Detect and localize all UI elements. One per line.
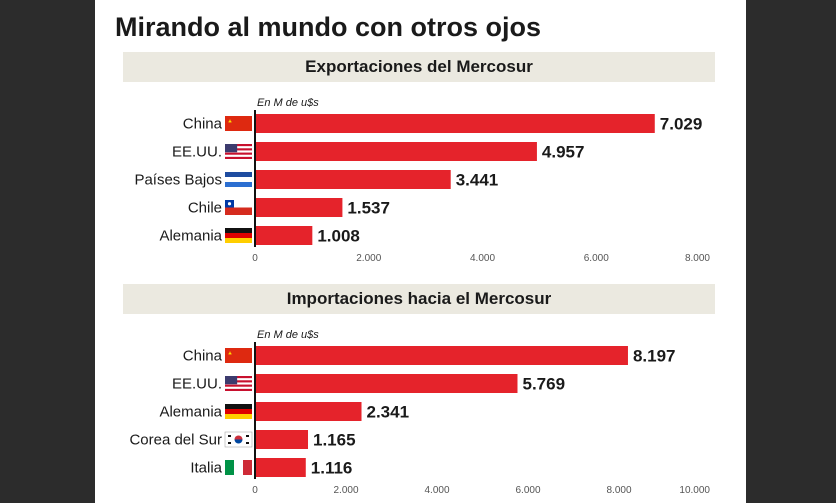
tick-label: 4.000 — [424, 485, 449, 496]
tick-label: 8.000 — [685, 253, 710, 264]
value-label: 2.341 — [367, 403, 410, 422]
bar — [255, 170, 451, 189]
category-label: Alemania — [159, 228, 222, 245]
germany-flag-icon — [225, 228, 252, 243]
tick-label: 8.000 — [606, 485, 631, 496]
value-label: 1.537 — [347, 199, 390, 218]
china-flag-icon — [225, 348, 252, 363]
bar — [255, 402, 362, 421]
value-label: 1.008 — [317, 227, 360, 246]
tick-label: 0 — [252, 253, 258, 264]
tick-label: 4.000 — [470, 253, 495, 264]
category-label: Países Bajos — [134, 172, 222, 189]
chile-flag-icon — [225, 200, 252, 215]
infographic-page: Mirando al mundo con otros ojos Exportac… — [95, 0, 746, 503]
value-label: 7.029 — [660, 115, 703, 134]
bar — [255, 430, 309, 449]
unit-label: En M de u$s — [257, 329, 319, 341]
category-label: Corea del Sur — [129, 432, 222, 449]
bar — [255, 346, 628, 365]
tick-label: 2.000 — [333, 485, 358, 496]
category-label: EE.UU. — [172, 144, 222, 161]
category-label: Italia — [190, 460, 222, 477]
china-flag-icon — [225, 116, 252, 131]
bar — [255, 142, 537, 161]
imports-bar-chart: En M de u$s China 8.197 EE.UU. 5.769 Alemania… — [129, 329, 710, 496]
bar — [255, 114, 655, 133]
germany-flag-icon — [225, 404, 252, 419]
tick-label: 2.000 — [356, 253, 381, 264]
tick-label: 6.000 — [584, 253, 609, 264]
bar — [255, 226, 313, 245]
value-label: 3.441 — [456, 171, 499, 190]
category-label: China — [183, 116, 223, 133]
value-label: 8.197 — [633, 347, 676, 366]
tick-label: 0 — [252, 485, 258, 496]
exports-bar-chart: En M de u$s China 7.029 EE.UU. 4.957 Países B… — [134, 97, 710, 264]
tick-label: 6.000 — [515, 485, 540, 496]
unit-label: En M de u$s — [257, 97, 319, 109]
category-label: China — [183, 348, 223, 365]
main-title: Mirando al mundo con otros ojos — [115, 12, 542, 42]
bar — [255, 374, 518, 393]
value-label: 5.769 — [522, 375, 565, 394]
tick-label: 10.000 — [679, 485, 710, 496]
bar — [255, 458, 306, 477]
usa-flag-icon — [225, 376, 252, 391]
value-label: 1.116 — [311, 459, 353, 478]
category-label: Alemania — [159, 404, 222, 421]
value-label: 4.957 — [542, 143, 585, 162]
value-label: 1.165 — [313, 431, 356, 450]
bar — [255, 198, 343, 217]
exports-chart-title: Exportaciones del Mercosur — [123, 52, 715, 82]
netherlands-flag-icon — [225, 172, 252, 187]
category-label: Chile — [188, 200, 222, 217]
south-korea-flag-icon — [224, 431, 253, 448]
italy-flag-icon — [225, 460, 252, 475]
usa-flag-icon — [225, 144, 252, 159]
category-label: EE.UU. — [172, 376, 222, 393]
imports-chart-title: Importaciones hacia el Mercosur — [123, 284, 715, 314]
